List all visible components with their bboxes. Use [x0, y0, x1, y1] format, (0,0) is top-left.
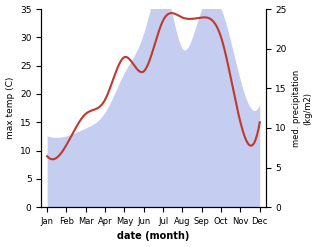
Y-axis label: med. precipitation
(kg/m2): med. precipitation (kg/m2): [292, 69, 313, 147]
X-axis label: date (month): date (month): [117, 231, 190, 242]
Y-axis label: max temp (C): max temp (C): [5, 77, 15, 139]
